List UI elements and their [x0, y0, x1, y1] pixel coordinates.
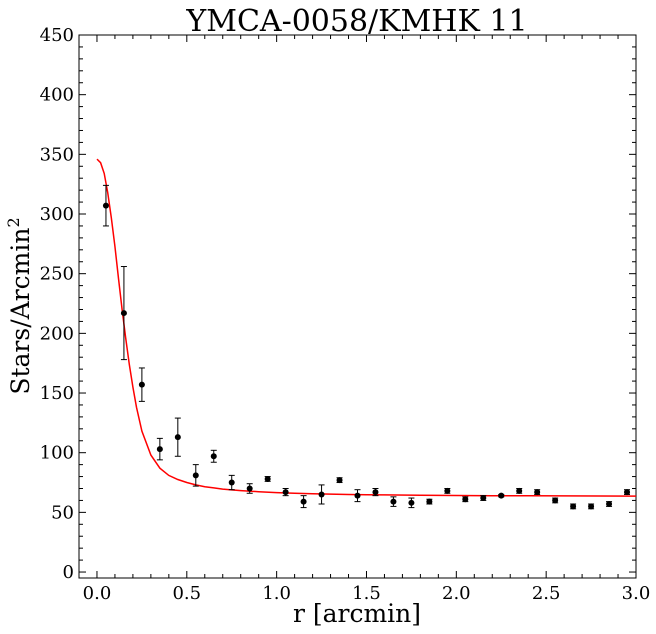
data-point	[246, 485, 253, 492]
data-point-group	[390, 496, 397, 507]
data-point-group	[336, 477, 343, 484]
x-tick-label: 0.0	[83, 583, 112, 604]
data-point-group	[228, 474, 235, 491]
y-tick-label: 100	[40, 443, 74, 464]
y-axis-label: Stars/Arcmin2	[4, 217, 35, 394]
data-point-group	[426, 498, 433, 505]
data-point-group	[156, 437, 163, 461]
chart-title: YMCA-0058/KMHK 11	[185, 4, 527, 39]
x-tick-label: 3.0	[622, 583, 651, 604]
y-tick-label: 400	[40, 85, 74, 106]
data-point	[228, 479, 235, 486]
king-fit-curve	[96, 158, 637, 497]
data-point	[372, 489, 379, 496]
data-point	[318, 491, 325, 498]
y-tick-label: 350	[40, 144, 74, 165]
data-point	[444, 487, 451, 494]
data-point	[354, 492, 361, 499]
data-point	[588, 503, 595, 510]
data-point-group	[462, 496, 469, 503]
data-point	[120, 310, 127, 317]
y-tick-label: 450	[40, 25, 74, 46]
data-point	[480, 495, 487, 502]
y-tick-label: 50	[51, 502, 74, 523]
data-point-group	[246, 483, 253, 494]
data-point	[282, 489, 289, 496]
data-point-group	[192, 464, 199, 487]
data-point	[336, 477, 343, 484]
data-point-group	[300, 495, 307, 509]
y-axis-label-exponent: 2	[4, 217, 23, 227]
data-point-group	[408, 497, 415, 509]
data-point	[300, 498, 307, 505]
data-point-group	[624, 489, 631, 496]
data-point-group	[120, 266, 127, 361]
y-tick-label: 0	[63, 562, 74, 583]
x-tick-label: 2.5	[532, 583, 561, 604]
data-point	[552, 497, 559, 504]
x-tick-label: 1.5	[352, 583, 381, 604]
data-point-group	[606, 501, 613, 508]
data-point-group	[498, 492, 505, 499]
data-point	[606, 501, 613, 508]
data-point	[462, 496, 469, 503]
plot-frame	[78, 34, 637, 579]
data-point-group	[444, 487, 451, 494]
data-point-group	[210, 449, 217, 463]
data-point-group	[372, 487, 379, 497]
fit-curve-line	[96, 158, 637, 497]
data-point	[408, 499, 415, 506]
data-point	[624, 489, 631, 496]
y-tick-label: 200	[40, 323, 74, 344]
data-point	[192, 472, 199, 479]
x-tick-label: 1.0	[262, 583, 291, 604]
data-point-group	[588, 503, 595, 510]
data-point-group	[318, 484, 325, 505]
plot-area: 0.0 0.5 1.0 1.5 2.0 2.5 3.0 0 50 100 150 200 250 300 3…	[40, 25, 651, 604]
data-point-group	[480, 495, 487, 502]
x-tick-label: 2.0	[442, 583, 471, 604]
axis-ticks: 0.0 0.5 1.0 1.5 2.0 2.5 3.0 0 50 100 150 200 250 300 3…	[40, 25, 651, 604]
y-tick-label: 300	[40, 204, 74, 225]
x-axis-label: r [arcmin]	[293, 599, 421, 628]
data-point	[210, 453, 217, 460]
y-tick-label: 250	[40, 264, 74, 285]
data-point	[156, 446, 163, 453]
density-points	[102, 184, 631, 510]
data-point	[426, 498, 433, 505]
data-point	[264, 475, 271, 482]
data-point-group	[570, 503, 577, 510]
data-point-group	[552, 497, 559, 504]
data-point-group	[282, 487, 289, 497]
data-point	[390, 498, 397, 505]
y-axis-label-main: Stars/Arcmin	[6, 228, 35, 395]
data-point-group	[264, 475, 271, 482]
y-tick-label: 150	[40, 383, 74, 404]
data-point	[498, 492, 505, 499]
data-point	[138, 381, 145, 388]
data-point-group	[174, 417, 181, 457]
data-point	[516, 487, 523, 494]
data-point-group	[516, 487, 523, 494]
data-point	[174, 434, 181, 441]
data-point-group	[534, 489, 541, 496]
x-tick-label: 0.5	[172, 583, 201, 604]
data-point-group	[102, 184, 109, 227]
data-point	[102, 202, 109, 209]
data-point-group	[354, 489, 361, 503]
data-point	[534, 489, 541, 496]
data-point-group	[138, 367, 145, 402]
data-point	[570, 503, 577, 510]
